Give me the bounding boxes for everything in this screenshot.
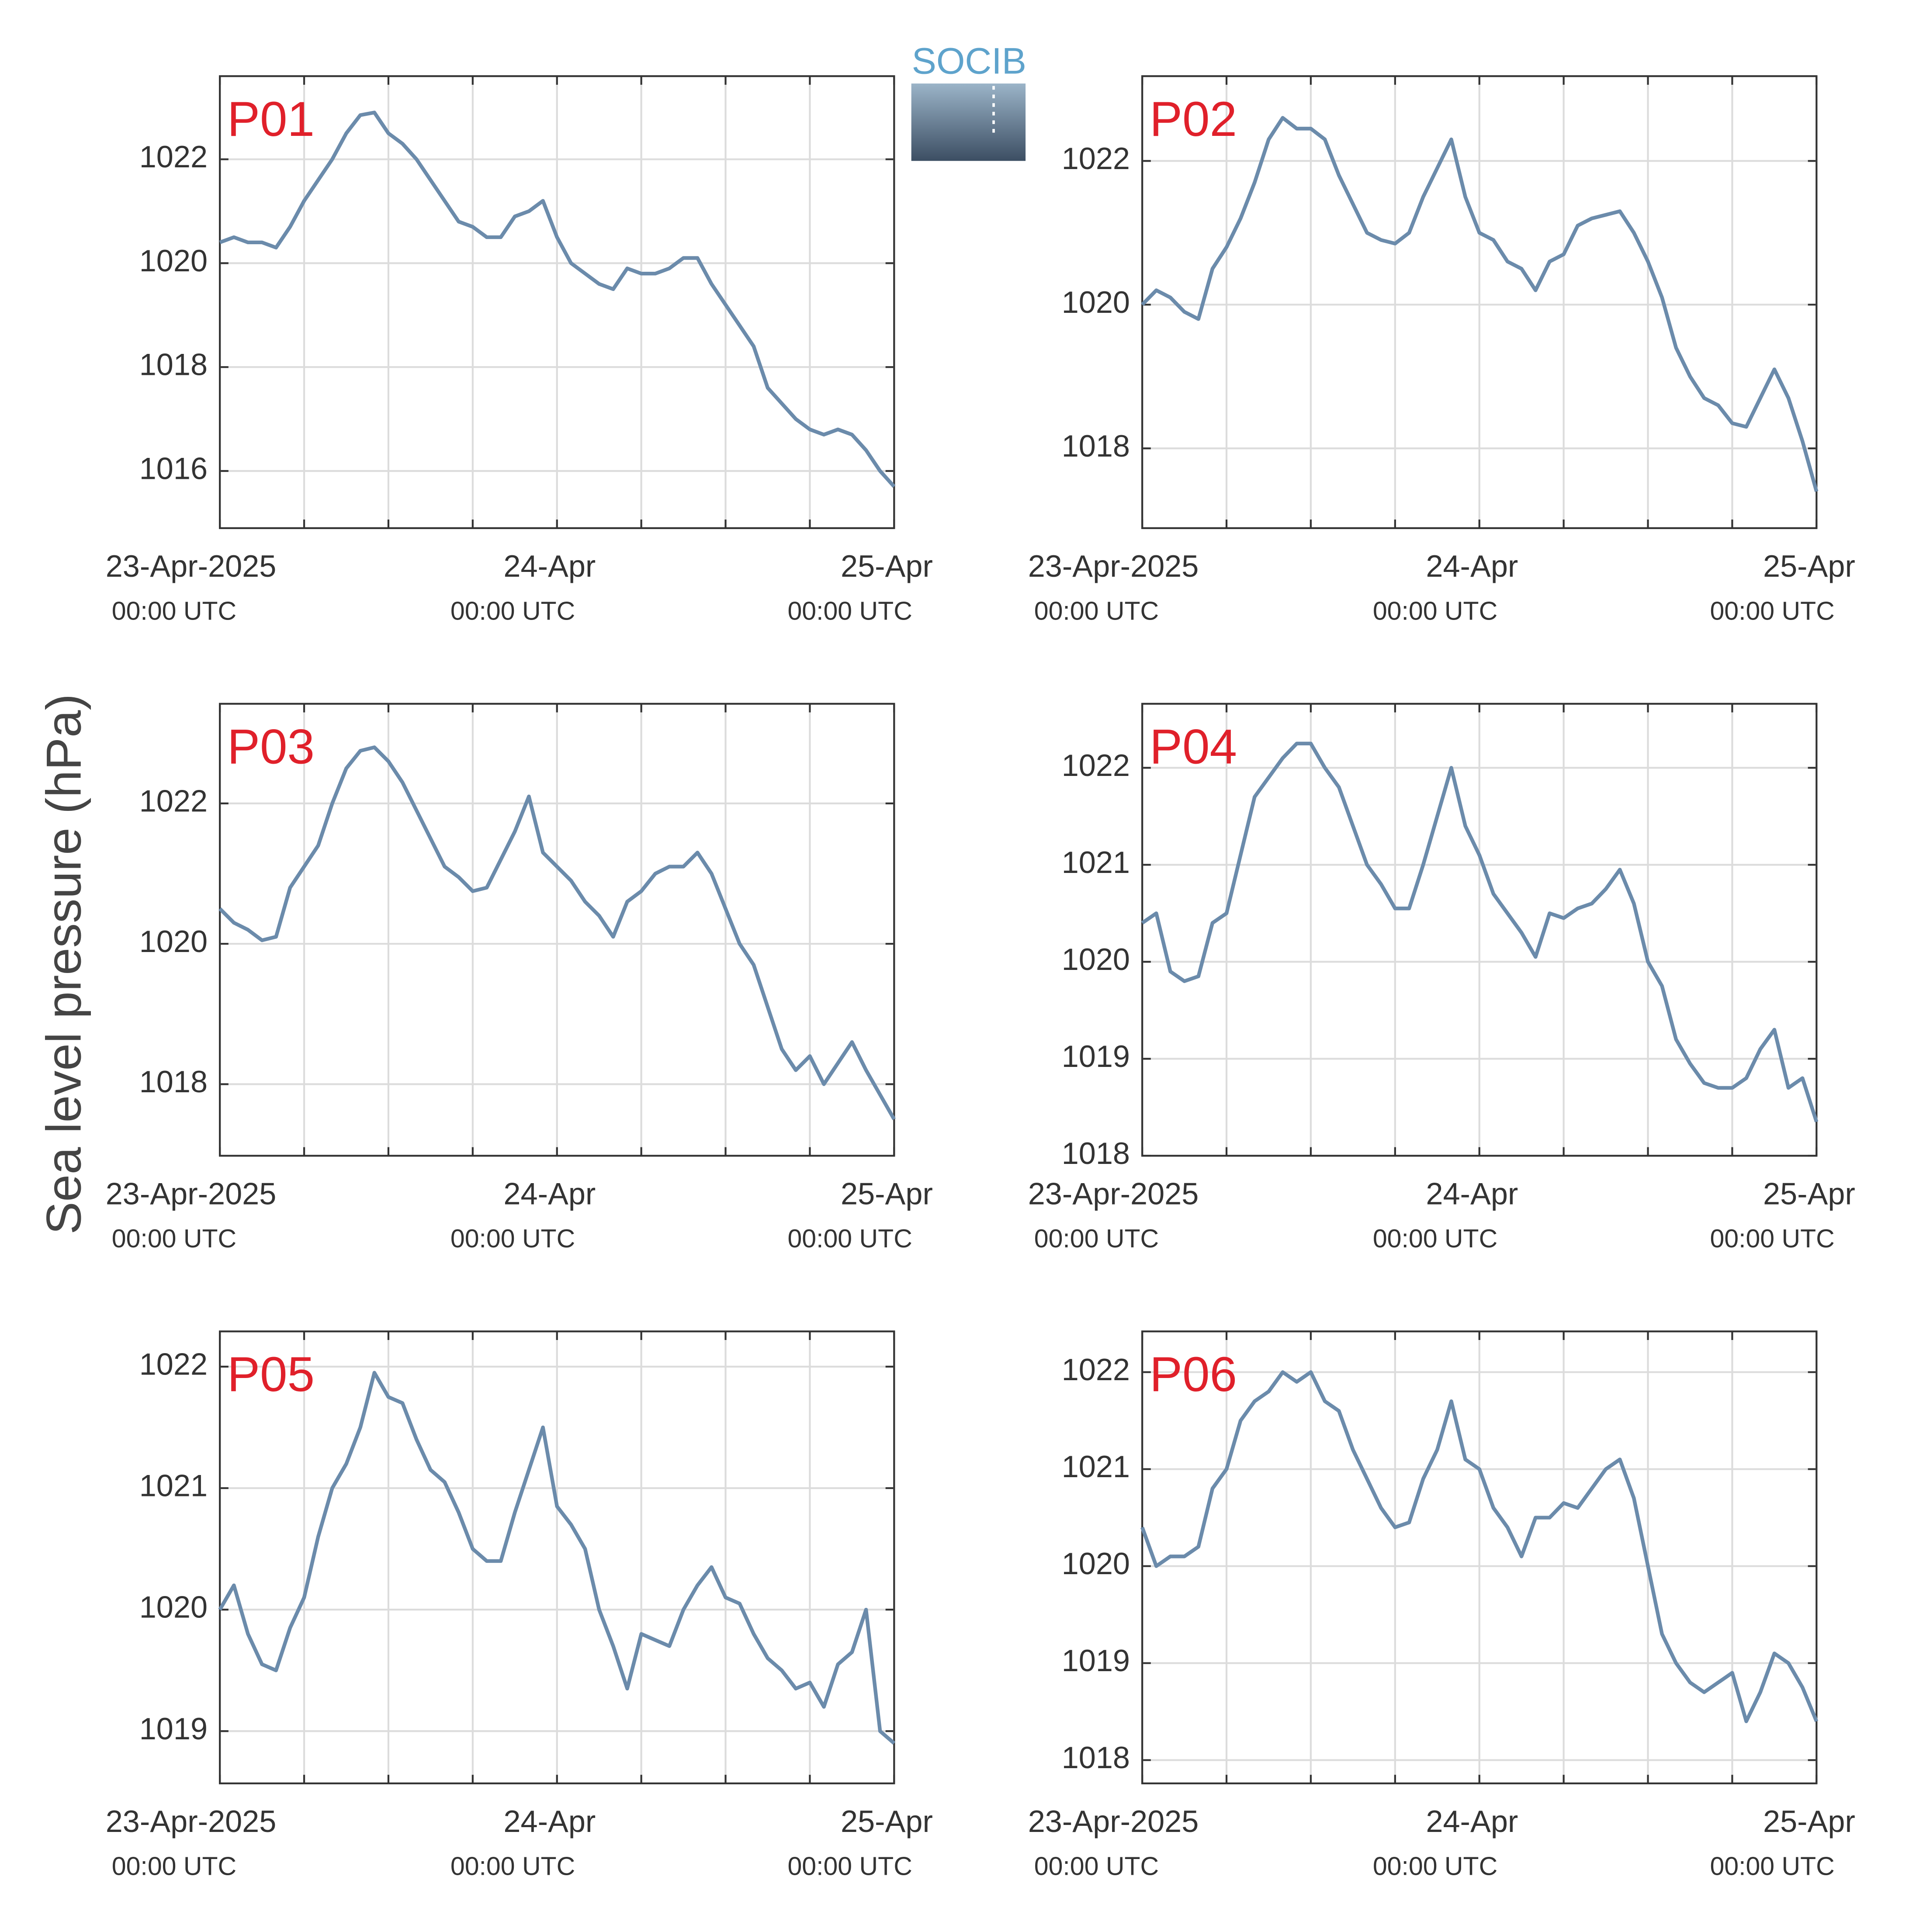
x-tick-label: 25-Apr <box>841 1804 933 1839</box>
x-tick-sublabel: 00:00 UTC <box>787 596 912 625</box>
panel: 1016 1018 1020 1022 23-Apr-2025 00:00 UTC 24-A… <box>106 75 933 625</box>
y-tick-label: 1019 <box>1062 1039 1130 1073</box>
y-tick-label: 1020 <box>1062 942 1130 976</box>
x-tick-sublabel: 00:00 UTC <box>112 596 236 625</box>
y-tick-label: 1016 <box>139 451 208 486</box>
plot-frame <box>219 1330 895 1784</box>
y-tick-label: 1018 <box>1062 429 1130 463</box>
y-tick-label: 1022 <box>1062 1352 1130 1387</box>
x-tick-label: 24-Apr <box>1426 1177 1518 1211</box>
y-tick-label: 1019 <box>139 1711 208 1746</box>
x-tick-label: 25-Apr <box>1763 1804 1855 1839</box>
y-tick-label: 1022 <box>1062 748 1130 782</box>
x-tick-sublabel: 00:00 UTC <box>1710 1224 1834 1253</box>
panel-title: P04 <box>1150 719 1237 774</box>
x-tick-label: 23-Apr-2025 <box>106 549 277 583</box>
data-line <box>219 111 896 488</box>
y-tick-label: 1022 <box>139 783 208 818</box>
x-tick-sublabel: 00:00 UTC <box>112 1852 236 1880</box>
data-line <box>1141 741 1819 1122</box>
y-tick-label: 1022 <box>139 139 208 174</box>
x-tick-label: 23-Apr-2025 <box>106 1804 277 1839</box>
y-tick-label: 1018 <box>1062 1740 1130 1775</box>
y-tick-label: 1022 <box>139 1347 208 1381</box>
x-tick-sublabel: 00:00 UTC <box>1373 1224 1497 1253</box>
panel-title: P02 <box>1150 91 1237 146</box>
plot-frame <box>1141 1330 1818 1784</box>
x-tick-sublabel: 00:00 UTC <box>787 1852 912 1880</box>
x-tick-label: 25-Apr <box>1763 1177 1855 1211</box>
logo: SOCIB <box>911 40 1026 161</box>
panel: 1019 1020 1021 1022 23-Apr-2025 00:00 UTC 24-A… <box>106 1330 933 1880</box>
x-tick-label: 23-Apr-2025 <box>1028 1804 1199 1839</box>
x-tick-sublabel: 00:00 UTC <box>1710 1852 1834 1880</box>
data-line <box>218 1371 896 1745</box>
x-tick-sublabel: 00:00 UTC <box>1373 596 1497 625</box>
logo-block <box>911 83 1026 161</box>
x-tick-sublabel: 00:00 UTC <box>1034 1224 1159 1253</box>
y-tick-label: 1018 <box>139 347 208 382</box>
x-tick-label: 23-Apr-2025 <box>106 1177 277 1211</box>
x-tick-sublabel: 00:00 UTC <box>450 1224 575 1253</box>
y-tick-label: 1020 <box>1062 1546 1130 1581</box>
x-tick-label: 24-Apr <box>503 549 596 583</box>
x-tick-label: 24-Apr <box>503 1177 596 1211</box>
y-tick-label: 1019 <box>1062 1643 1130 1678</box>
panel: 1018 1020 1022 23-Apr-2025 00:00 UTC 24-Apr 00… <box>106 703 933 1253</box>
panel: 1018 1020 1022 23-Apr-2025 00:00 UTC 24-Apr 00… <box>1028 75 1855 625</box>
x-tick-label: 24-Apr <box>503 1804 596 1839</box>
y-tick-label: 1020 <box>1062 285 1130 319</box>
x-tick-label: 25-Apr <box>841 1177 933 1211</box>
data-line <box>218 745 896 1120</box>
x-tick-label: 25-Apr <box>841 549 933 583</box>
y-tick-label: 1021 <box>1062 845 1130 879</box>
panel-title: P01 <box>227 91 315 146</box>
y-tick-label: 1022 <box>1062 141 1130 176</box>
panel-title: P05 <box>227 1347 315 1402</box>
y-tick-label: 1020 <box>139 243 208 278</box>
x-tick-label: 23-Apr-2025 <box>1028 1177 1199 1211</box>
plot-frame <box>219 75 895 529</box>
data-line <box>1141 116 1819 492</box>
x-tick-sublabel: 00:00 UTC <box>112 1224 236 1253</box>
data-line <box>1140 1370 1819 1723</box>
y-tick-label: 1021 <box>139 1468 208 1503</box>
x-tick-sublabel: 00:00 UTC <box>450 596 575 625</box>
x-tick-label: 23-Apr-2025 <box>1028 549 1199 583</box>
plot-frame <box>1141 703 1818 1157</box>
x-tick-sublabel: 00:00 UTC <box>450 1852 575 1880</box>
y-tick-label: 1020 <box>139 1590 208 1624</box>
x-tick-label: 25-Apr <box>1763 549 1855 583</box>
x-tick-sublabel: 00:00 UTC <box>1710 596 1834 625</box>
panel: 1018 1019 1020 1021 1022 23-Apr-2025 00:00 UTC… <box>1028 703 1855 1253</box>
x-tick-sublabel: 00:00 UTC <box>1034 1852 1159 1880</box>
logo-text: SOCIB <box>912 40 1026 81</box>
y-tick-label: 1020 <box>139 924 208 959</box>
y-tick-label: 1018 <box>1062 1136 1130 1170</box>
x-tick-sublabel: 00:00 UTC <box>1373 1852 1497 1880</box>
plot-frame <box>219 703 895 1157</box>
panel-title: P06 <box>1150 1347 1237 1402</box>
panel: 1018 1019 1020 1021 1022 23-Apr-2025 00:00 UTC… <box>1028 1330 1855 1880</box>
x-tick-sublabel: 00:00 UTC <box>787 1224 912 1253</box>
x-tick-label: 24-Apr <box>1426 1804 1518 1839</box>
y-tick-label: 1018 <box>139 1064 208 1099</box>
panel-title: P03 <box>227 719 315 774</box>
y-axis-label: Sea level pressure (hPa) <box>36 694 91 1234</box>
x-tick-sublabel: 00:00 UTC <box>1034 596 1159 625</box>
x-tick-label: 24-Apr <box>1426 549 1518 583</box>
y-tick-label: 1021 <box>1062 1449 1130 1484</box>
